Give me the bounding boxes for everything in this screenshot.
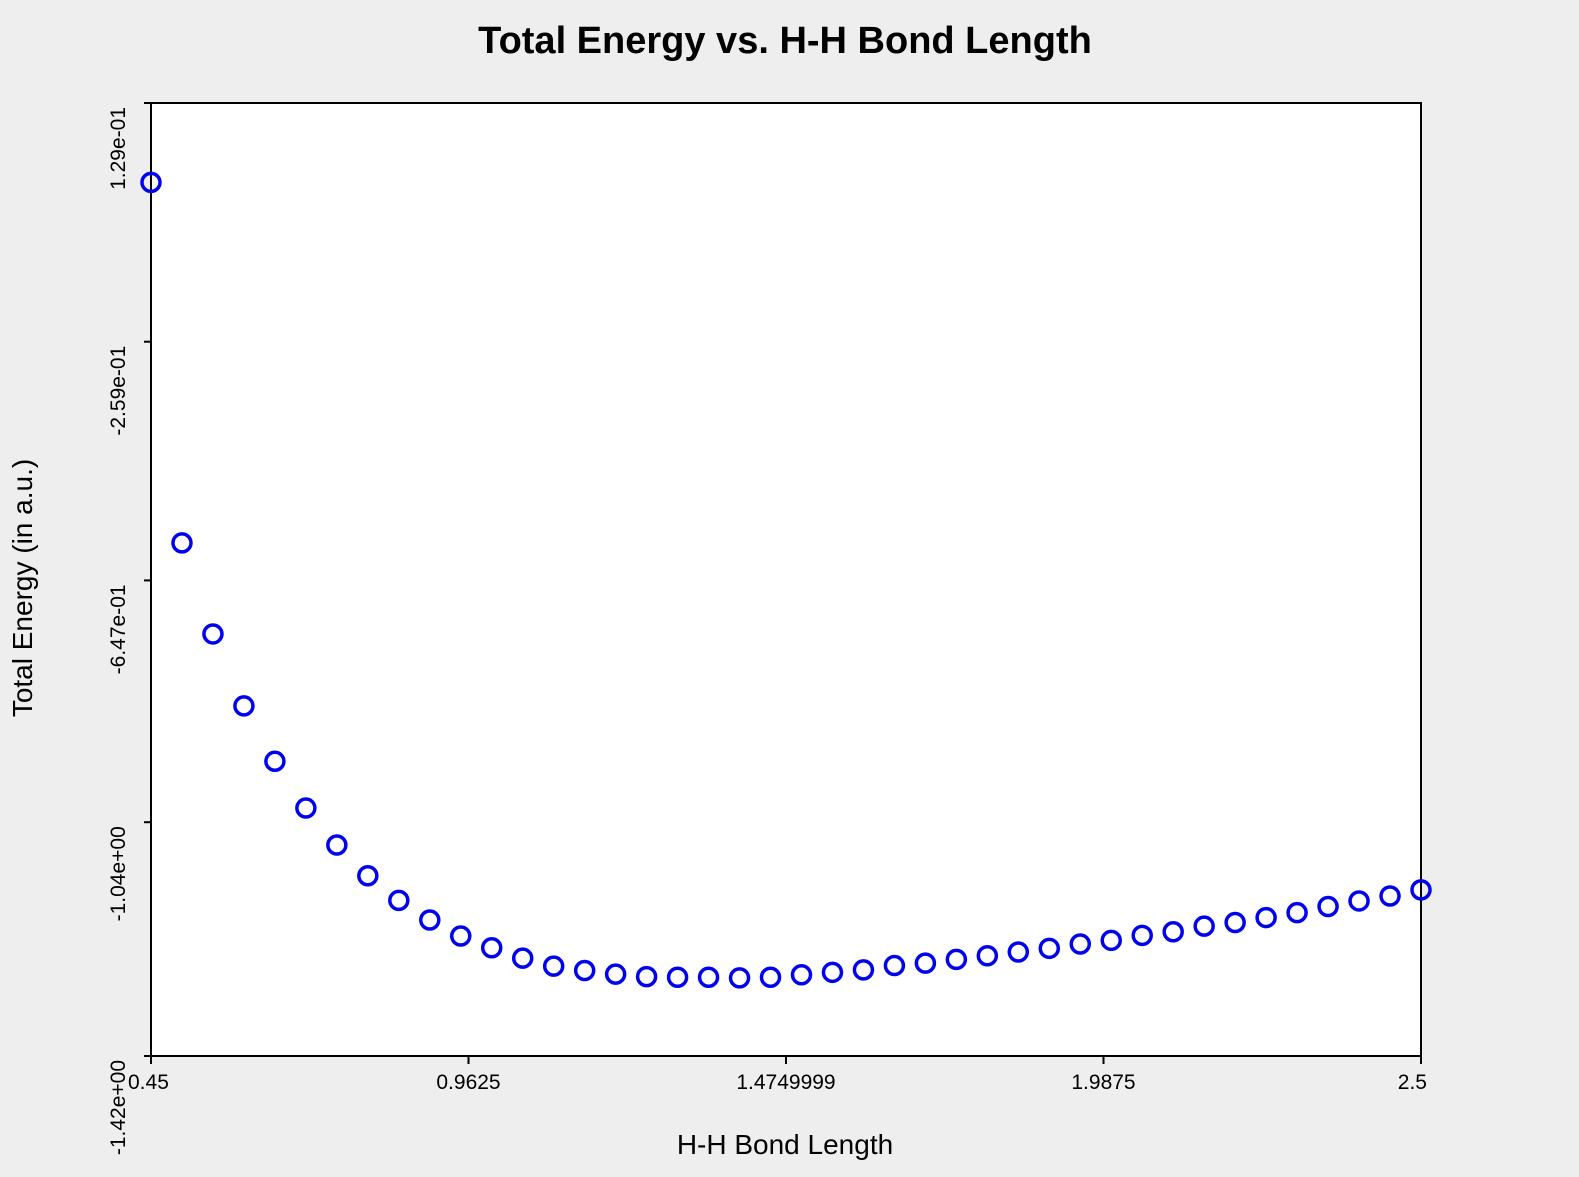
y-tick-label: -6.47e-01 <box>107 584 130 674</box>
data-point <box>1131 924 1153 947</box>
data-point <box>542 955 565 977</box>
data-point <box>666 966 689 988</box>
data-point <box>1069 933 1092 955</box>
data-point <box>1255 906 1277 929</box>
data-point <box>821 961 844 984</box>
data-point <box>1224 911 1246 934</box>
data-point <box>1410 879 1432 901</box>
data-point <box>233 695 255 717</box>
data-point <box>573 959 596 982</box>
y-axis-label: Total Energy (in a.u.) <box>7 459 38 717</box>
data-point <box>883 954 906 977</box>
x-axis-label: H-H Bond Length <box>677 1129 893 1160</box>
data-point <box>790 964 813 986</box>
y-tick-label: -2.59e-01 <box>107 346 130 436</box>
data-point <box>140 171 162 194</box>
data-point <box>1100 929 1122 952</box>
data-point <box>759 966 782 988</box>
x-tick-label: 0.9625 <box>436 1071 500 1094</box>
data-point <box>914 952 937 974</box>
data-point <box>171 532 193 554</box>
chart-title: Total Energy vs. H-H Bond Length <box>478 20 1092 62</box>
data-point <box>945 948 968 971</box>
data-point <box>388 889 410 912</box>
data-point <box>357 864 379 887</box>
data-point <box>419 909 441 931</box>
data-point <box>635 965 658 988</box>
data-point <box>480 936 503 959</box>
y-tick-label: 1.29e-01 <box>107 107 130 190</box>
data-point <box>1162 920 1184 943</box>
data-point <box>511 947 534 969</box>
data-point <box>1379 885 1401 907</box>
x-tick-label: 1.9875 <box>1071 1071 1135 1094</box>
y-tick-label: -1.04e+00 <box>107 826 130 921</box>
data-point <box>1317 895 1339 918</box>
data-point <box>264 750 286 773</box>
data-point <box>976 944 999 967</box>
data-point <box>1007 941 1030 963</box>
data-points <box>140 171 1432 989</box>
plot-area <box>150 102 1422 1057</box>
data-point <box>1348 890 1370 912</box>
data-point <box>852 959 875 981</box>
data-point <box>450 925 472 947</box>
data-point <box>326 834 348 856</box>
data-point <box>728 967 751 989</box>
x-tick-label: 2.5 <box>1398 1071 1427 1094</box>
y-tick-label: -1.42e+00 <box>107 1060 130 1155</box>
data-point <box>1038 937 1061 960</box>
data-point <box>1193 915 1215 937</box>
data-point <box>1286 901 1308 924</box>
x-tick-label: 0.45 <box>128 1071 169 1094</box>
data-point <box>295 797 317 819</box>
x-tick-label: 1.4749999 <box>736 1071 835 1094</box>
y-axis: 1.29e-01 -2.59e-01 -6.47e-01 -1.04e+00 -1.42… <box>107 102 151 1155</box>
data-point <box>697 966 720 988</box>
data-point <box>202 623 224 645</box>
data-point <box>604 963 627 985</box>
x-axis: 0.45 0.9625 1.4749999 1.9875 2.5 <box>128 1056 1427 1094</box>
